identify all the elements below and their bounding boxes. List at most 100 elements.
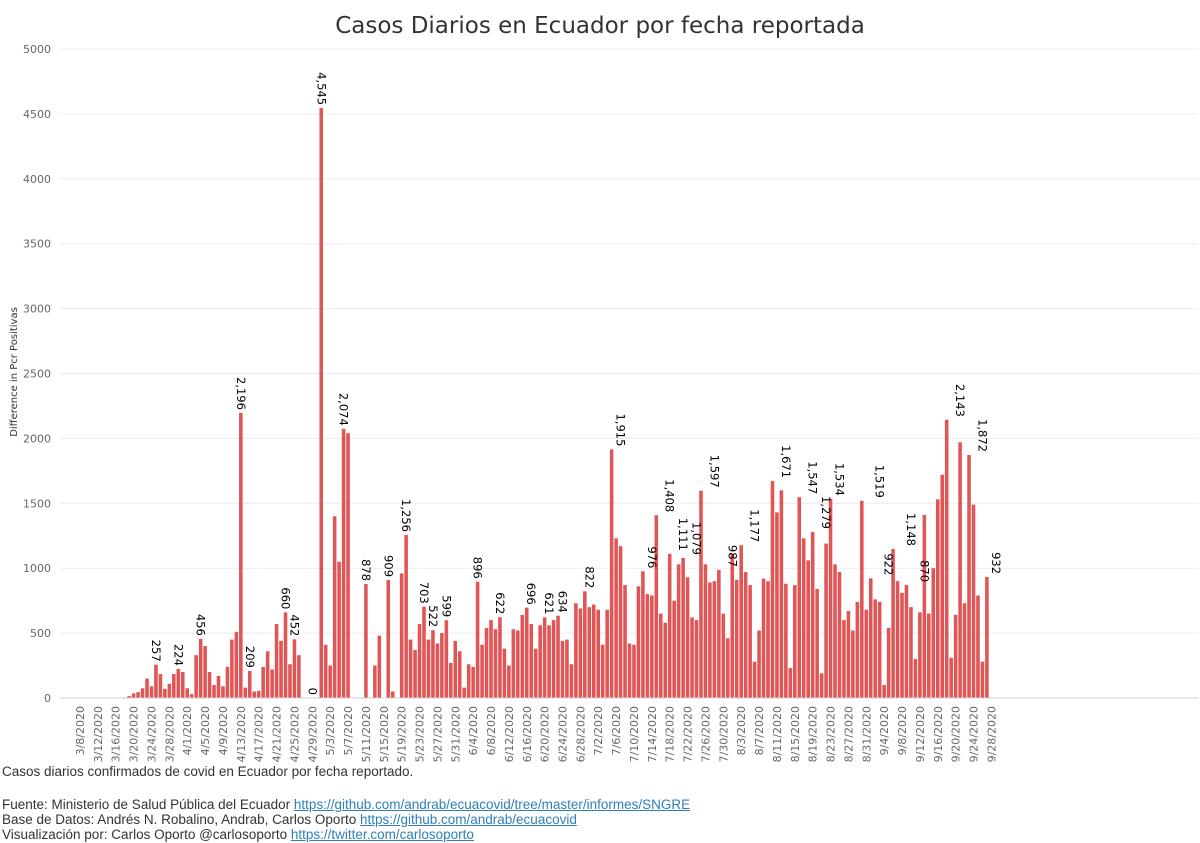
bar (699, 490, 703, 698)
bar (779, 490, 784, 698)
chart-title: Casos Diarios en Ecuador por fecha repor… (335, 13, 865, 39)
bar (556, 615, 560, 698)
x-tick-label: 5/7/2020 (342, 706, 355, 755)
bar (685, 577, 690, 698)
x-tick-label: 6/20/2020 (539, 706, 552, 762)
bar (390, 691, 395, 698)
bar (962, 603, 967, 698)
bar (712, 581, 717, 698)
source-link[interactable]: https://github.com/andrab/ecuacovid/tree… (293, 797, 691, 812)
database-link[interactable]: https://github.com/andrab/ecuacovid (359, 812, 577, 827)
bar (346, 433, 350, 698)
bar (574, 603, 578, 698)
bar (475, 581, 480, 698)
x-tick-label: 8/31/2020 (860, 706, 873, 762)
x-tick-label: 6/28/2020 (574, 706, 587, 762)
x-tick-label: 7/10/2020 (628, 706, 641, 762)
bar (815, 588, 819, 698)
bar (547, 625, 551, 698)
bar (797, 497, 802, 698)
x-tick-label: 8/27/2020 (842, 706, 855, 762)
bar (855, 601, 860, 698)
x-tick-label: 6/12/2020 (503, 706, 516, 762)
data-label: 224 (171, 644, 185, 666)
bar (565, 639, 569, 698)
bar (341, 428, 346, 698)
bar (931, 568, 936, 698)
x-tick-label: 9/8/2020 (896, 706, 909, 755)
bar (256, 690, 261, 698)
x-tick-label: 5/19/2020 (396, 706, 409, 762)
data-label: 634 (555, 591, 569, 613)
bar (676, 564, 681, 698)
data-label: 621 (542, 592, 556, 614)
x-tick-label: 6/4/2020 (467, 706, 480, 755)
bar (529, 624, 533, 698)
bar (971, 504, 976, 698)
bar (868, 578, 873, 698)
bar (225, 666, 230, 698)
bar (600, 644, 605, 698)
bar (985, 577, 989, 698)
data-label: 870 (917, 560, 931, 582)
data-label: 1,671 (779, 445, 793, 478)
bar (886, 627, 891, 698)
bar (583, 591, 587, 698)
bar (332, 516, 337, 698)
bar (721, 613, 726, 698)
bar (940, 474, 945, 698)
bar (636, 586, 641, 698)
bar (842, 620, 846, 698)
footer-description: Casos diarios confirmados de covid en Ec… (2, 764, 413, 779)
x-tick-label: 4/9/2020 (217, 706, 230, 755)
y-tick-label: 2500 (23, 368, 51, 381)
bar (618, 546, 623, 698)
bar (207, 672, 212, 698)
bar (596, 609, 601, 698)
bar (801, 538, 806, 698)
data-labels: 257 224 456 2,196 209 660 452 0 4,545 2,074 878 909… (149, 72, 1003, 695)
bar (953, 614, 958, 698)
bar (221, 686, 225, 698)
bar (784, 583, 788, 698)
bar (404, 534, 408, 698)
bar (511, 629, 516, 698)
x-tick-label: 5/3/2020 (324, 706, 337, 755)
bar (958, 442, 962, 698)
data-label: 257 (149, 640, 163, 662)
bar (453, 640, 458, 698)
visualization-link[interactable]: https://twitter.com/carlosoporto (290, 827, 474, 842)
data-label: 909 (381, 555, 395, 577)
visualization-text: Visualización por: Carlos Oporto @carlos… (2, 827, 291, 842)
bar (216, 675, 221, 698)
bar (154, 664, 158, 698)
bar (239, 412, 243, 698)
bar (891, 548, 895, 698)
bar (658, 613, 663, 698)
x-tick-label: 6/24/2020 (556, 706, 569, 762)
bar (627, 643, 632, 698)
bar (922, 514, 927, 698)
bar (457, 651, 462, 698)
bar (524, 607, 529, 698)
bar (328, 665, 332, 698)
bar (533, 648, 538, 698)
bar (672, 600, 676, 698)
data-label: 4,545 (314, 72, 328, 105)
bar (663, 622, 668, 698)
bar (864, 609, 869, 698)
bar (449, 662, 453, 698)
bar (270, 669, 274, 698)
bar (440, 633, 444, 698)
x-tick-label: 9/4/2020 (878, 706, 891, 755)
bar (980, 661, 985, 698)
bar (417, 624, 422, 698)
bar (873, 599, 877, 698)
gridlines (60, 48, 1198, 634)
bar (877, 601, 882, 698)
bar (435, 643, 440, 698)
bar (708, 582, 712, 698)
data-label: 1,079 (690, 522, 704, 555)
bar (895, 581, 900, 698)
bar (127, 696, 131, 698)
